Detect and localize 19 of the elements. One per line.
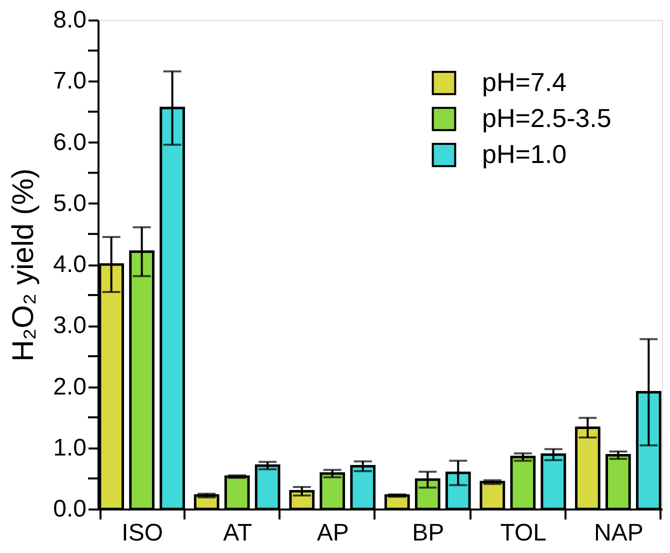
- y-axis-title: H₂O₂ yield (%): [7, 168, 40, 362]
- x-tick-label: AT: [223, 520, 252, 546]
- y-tick-label: 1.0: [53, 434, 86, 462]
- x-tick-label: NAP: [594, 520, 644, 546]
- y-tick-label: 2.0: [53, 373, 86, 400]
- y-tick-label: 7.0: [53, 68, 86, 95]
- x-tick-label: BP: [412, 520, 444, 546]
- legend-label: pH=2.5-3.5: [482, 103, 612, 133]
- legend-label: pH=7.4: [482, 67, 567, 97]
- legend-label: pH=1.0: [482, 139, 567, 169]
- y-tick-label: 8.0: [53, 6, 86, 34]
- x-tick-label: ISO: [122, 520, 163, 546]
- x-tick-label: AP: [316, 520, 349, 546]
- x-tick-label: TOL: [500, 520, 547, 546]
- y-tick-label: 6.0: [53, 128, 86, 156]
- y-tick-label: 3.0: [53, 312, 86, 340]
- y-tick-label: 0.0: [53, 496, 86, 522]
- y-tick-label: 4.0: [53, 251, 86, 278]
- y-tick-label: 5.0: [53, 190, 86, 217]
